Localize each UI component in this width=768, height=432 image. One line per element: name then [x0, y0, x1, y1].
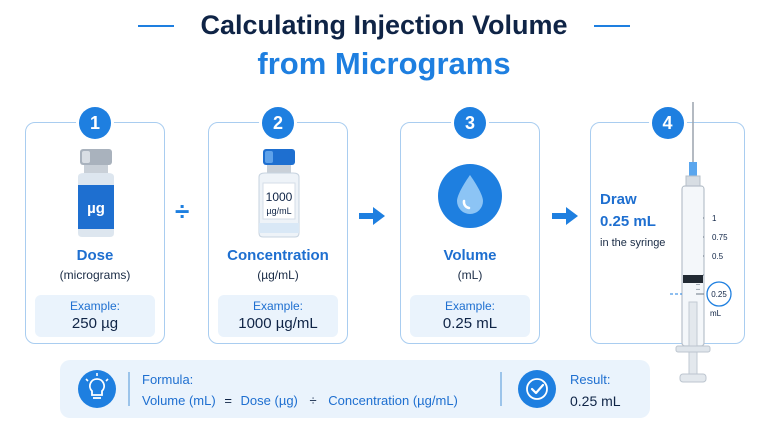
syringe-tick-label: 0.75 — [712, 233, 728, 242]
vial-icon: µg — [78, 149, 114, 237]
step-title-dose: Dose — [76, 247, 114, 264]
draw-subtitle: in the syringe — [600, 237, 666, 249]
checkmark-icon — [518, 370, 556, 408]
syringe-icon: 1 0.75 0.5 mL 0.25 — [670, 102, 732, 383]
callout-tick-label: 0.25 — [711, 290, 727, 299]
step-card-draw: 4 Draw 0.25 mL in the syringe — [590, 107, 745, 344]
syringe-tick-label: 1 — [712, 214, 717, 223]
arrow-right-icon — [359, 207, 385, 225]
step-subtitle-dose: (micrograms) — [59, 268, 131, 282]
example-box-dose: Example: 250 µg — [35, 295, 155, 337]
step-card-concentration: 2 1000 µg/mL Concentration (µg/mL) Examp… — [208, 107, 348, 344]
vial-label: µg — [87, 200, 105, 217]
draw-value: 0.25 mL — [600, 213, 656, 230]
syringe-tick-label: 0.5 — [712, 252, 724, 261]
step-subtitle-volume: (mL) — [457, 268, 483, 282]
syringe-thumb-rest — [679, 373, 707, 383]
formula-concentration: Concentration (µg/mL) — [328, 393, 458, 408]
formula-label: Formula: — [142, 372, 194, 387]
example-value-volume: 0.25 mL — [442, 315, 498, 332]
example-value-concentration: 1000 µg/mL — [238, 315, 318, 332]
example-box-volume: Example: 0.25 mL — [410, 295, 530, 337]
vial-amount: 1000 — [266, 190, 293, 204]
title-dash-right — [594, 25, 630, 27]
step-number-3: 3 — [454, 107, 486, 139]
step-number-2: 2 — [262, 107, 294, 139]
step-title-concentration: Concentration — [227, 247, 329, 264]
formula-lhs: Volume (mL) — [142, 393, 216, 408]
page-title-block: Calculating Injection Volume from Microg… — [0, 8, 768, 84]
syringe-hub — [689, 162, 697, 176]
divider — [500, 372, 502, 406]
divide-operator: ÷ — [175, 196, 190, 226]
example-box-concentration: Example: 1000 µg/mL — [218, 295, 338, 337]
title-dash-left — [138, 25, 174, 27]
formula-divide: ÷ — [309, 393, 317, 408]
result-label: Result: — [570, 372, 611, 387]
syringe-unit-label: mL — [710, 309, 722, 318]
step-card-volume: 3 Volume (mL) Example: 0.25 mL — [400, 107, 540, 344]
example-label: Example: — [444, 299, 496, 313]
syringe-plunger-rod — [688, 301, 698, 375]
step-number-1: 1 — [79, 107, 111, 139]
draw-label: Draw — [600, 191, 637, 208]
concentration-vial-icon: 1000 µg/mL — [258, 149, 300, 238]
divider — [128, 372, 130, 406]
droplet-icon — [438, 164, 502, 228]
step-subtitle-concentration: (µg/mL) — [257, 268, 299, 282]
result-value: 0.25 mL — [570, 393, 621, 409]
fill-level-callout — [706, 281, 732, 307]
formula-expression: Volume (mL) = Dose (µg) ÷ Concentration … — [142, 393, 458, 408]
page-subtitle: from Micrograms — [257, 46, 511, 81]
lightbulb-icon — [78, 370, 116, 408]
vial-unit: µg/mL — [266, 206, 291, 216]
arrow-right-icon — [552, 207, 578, 225]
formula-dose: Dose (µg) — [240, 393, 298, 408]
example-label: Example: — [252, 299, 304, 313]
formula-bar: Formula: Volume (mL) = Dose (µg) ÷ Conce… — [60, 360, 650, 418]
step-card-dose: 1 µg Dose (micrograms) Example: 250 µg — [25, 107, 165, 344]
example-label: Example: — [69, 299, 121, 313]
syringe-plunger-stopper — [683, 275, 703, 283]
syringe-fill — [683, 187, 703, 275]
formula-equals: = — [224, 393, 232, 408]
step-title-volume: Volume — [443, 247, 497, 264]
step-number-4: 4 — [651, 107, 684, 139]
example-value-dose: 250 µg — [71, 315, 119, 332]
page-title: Calculating Injection Volume — [200, 10, 568, 40]
